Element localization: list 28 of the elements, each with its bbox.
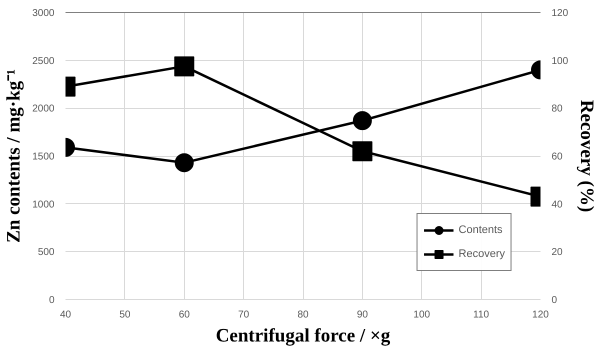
x-tick-label: 70 [238,310,250,320]
y2-tick-label: 20 [552,247,564,258]
y2-axis-title: Recovery (%) [576,100,598,212]
legend-label: Recovery [458,248,505,260]
x-tick-label: 110 [473,310,490,320]
y-tick-label: 1000 [32,199,55,210]
y2-tick-label: 120 [552,8,569,19]
y-tick-label: 2000 [32,104,55,115]
x-axis-title: Centrifugal force / ×g [216,326,391,346]
y-tick-label: 500 [38,247,55,258]
x-tick-label: 120 [532,310,550,320]
y-tick-label: 0 [48,295,55,306]
x-tick-label: 80 [297,310,309,320]
y2-tick-label: 100 [552,56,569,67]
legend-label: Contents [458,224,503,236]
x-tick-label: 40 [60,310,72,320]
y2-tick-label: 60 [552,152,564,162]
y-axis-title: Zn contents / mg·kg⁻¹ [3,69,24,243]
x-tick-label: 60 [178,310,190,320]
x-tick-label: 90 [356,310,368,320]
y-tick-label: 3000 [32,8,55,19]
x-tick-label: 50 [119,310,131,320]
y2-tick-label: 40 [552,199,564,210]
y-tick-label: 1500 [32,152,55,162]
y2-tick-label: 0 [552,295,558,306]
y2-tick-label: 80 [552,104,564,115]
x-tick-label: 100 [413,310,431,320]
y-tick-label: 2500 [32,56,55,67]
